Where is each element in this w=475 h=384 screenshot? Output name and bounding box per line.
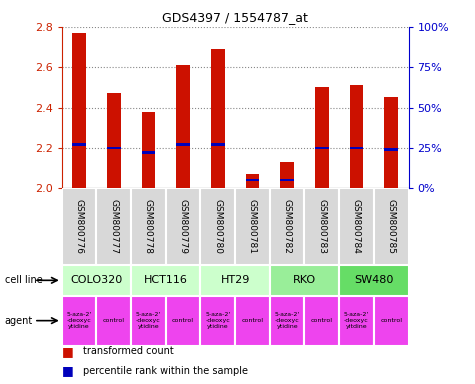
Text: 5-aza-2'
-deoxyc
ytidine: 5-aza-2' -deoxyc ytidine	[66, 312, 92, 329]
Bar	[315, 147, 329, 149]
Bar	[350, 85, 363, 188]
Bar	[339, 188, 374, 265]
Text: SW480: SW480	[354, 275, 393, 285]
Text: HCT116: HCT116	[144, 275, 188, 285]
Bar	[211, 143, 225, 146]
Bar	[72, 143, 86, 146]
Bar	[107, 93, 121, 188]
Bar	[176, 65, 190, 188]
Bar	[350, 147, 363, 149]
Text: transformed count: transformed count	[83, 346, 174, 356]
Text: GSM800779: GSM800779	[179, 199, 188, 254]
Text: RKO: RKO	[293, 275, 316, 285]
Text: 5-aza-2'
-deoxyc
ytidine: 5-aza-2' -deoxyc ytidine	[136, 312, 161, 329]
Title: GDS4397 / 1554787_at: GDS4397 / 1554787_at	[162, 11, 308, 24]
Bar	[304, 188, 339, 265]
Text: 5-aza-2'
-deoxyc
yitdine: 5-aza-2' -deoxyc yitdine	[344, 312, 369, 329]
Text: control: control	[380, 318, 402, 323]
Text: GSM800782: GSM800782	[283, 199, 292, 254]
Bar	[96, 296, 131, 346]
Bar	[235, 188, 270, 265]
Bar	[374, 296, 408, 346]
Bar	[280, 162, 294, 188]
Bar	[384, 148, 398, 151]
Bar	[62, 265, 131, 296]
Text: GSM800777: GSM800777	[109, 199, 118, 254]
Bar	[374, 188, 408, 265]
Bar	[211, 49, 225, 188]
Bar	[304, 296, 339, 346]
Bar	[62, 296, 96, 346]
Bar	[280, 179, 294, 181]
Text: GSM800785: GSM800785	[387, 199, 396, 254]
Bar	[270, 296, 304, 346]
Bar	[339, 265, 408, 296]
Bar	[246, 179, 259, 181]
Bar	[176, 143, 190, 146]
Bar	[235, 296, 270, 346]
Bar	[72, 33, 86, 188]
Text: control: control	[311, 318, 333, 323]
Bar	[131, 265, 200, 296]
Bar	[339, 296, 374, 346]
Text: ■: ■	[62, 345, 77, 358]
Text: COLO320: COLO320	[70, 275, 123, 285]
Bar	[200, 296, 235, 346]
Text: agent: agent	[5, 316, 33, 326]
Bar	[166, 296, 200, 346]
Bar	[270, 265, 339, 296]
Text: cell line: cell line	[5, 275, 42, 285]
Bar	[107, 147, 121, 149]
Bar	[96, 188, 131, 265]
Bar	[142, 151, 155, 154]
Bar	[131, 188, 166, 265]
Text: GSM800778: GSM800778	[144, 199, 153, 254]
Text: ■: ■	[62, 364, 77, 377]
Bar	[62, 188, 96, 265]
Text: GSM800783: GSM800783	[317, 199, 326, 254]
Text: control: control	[241, 318, 264, 323]
Bar	[315, 87, 329, 188]
Bar	[270, 188, 304, 265]
Text: GSM800776: GSM800776	[75, 199, 84, 254]
Text: 5-aza-2'
-deoxyc
ytidine: 5-aza-2' -deoxyc ytidine	[275, 312, 300, 329]
Text: percentile rank within the sample: percentile rank within the sample	[83, 366, 248, 376]
Bar	[200, 265, 270, 296]
Text: control: control	[172, 318, 194, 323]
Text: GSM800781: GSM800781	[248, 199, 257, 254]
Bar	[142, 112, 155, 188]
Text: GSM800780: GSM800780	[213, 199, 222, 254]
Text: GSM800784: GSM800784	[352, 199, 361, 254]
Text: HT29: HT29	[220, 275, 250, 285]
Bar	[166, 188, 200, 265]
Bar	[384, 98, 398, 188]
Bar	[246, 174, 259, 188]
Text: control: control	[103, 318, 125, 323]
Bar	[200, 188, 235, 265]
Text: 5-aza-2'
-deoxyc
ytidine: 5-aza-2' -deoxyc ytidine	[205, 312, 230, 329]
Bar	[131, 296, 166, 346]
